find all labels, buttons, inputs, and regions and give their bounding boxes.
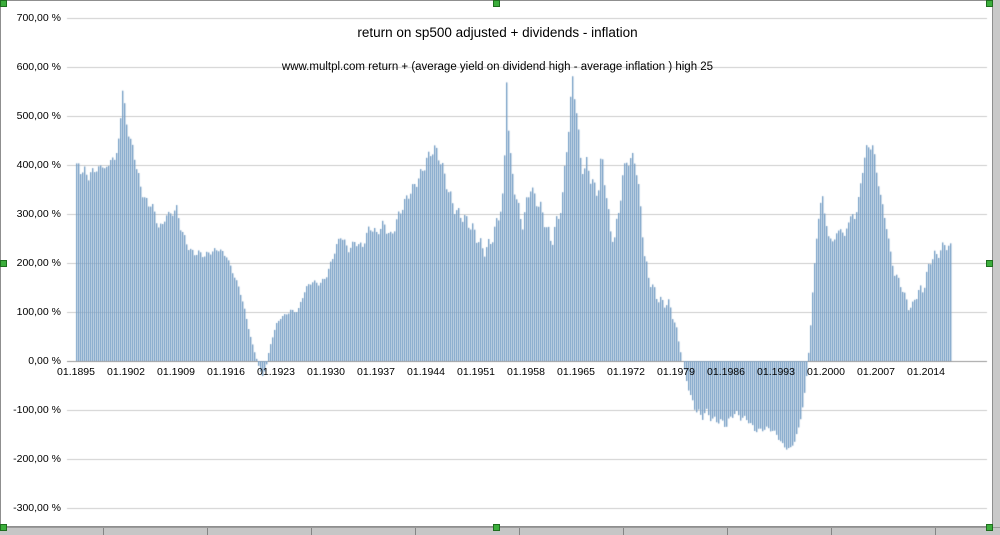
y-axis-label: 100,00 % <box>16 306 61 318</box>
x-axis-label: 01.1951 <box>457 366 495 378</box>
spreadsheet-row-strip <box>0 527 1000 535</box>
selection-handle-middle-left[interactable] <box>0 260 7 267</box>
x-axis-label: 01.1923 <box>257 366 295 378</box>
x-axis-label: 01.1902 <box>107 366 145 378</box>
y-axis-label: 500,00 % <box>16 110 61 122</box>
y-axis-label: 300,00 % <box>16 208 61 220</box>
y-axis-label: -200,00 % <box>13 453 61 465</box>
selection-handle-top-middle[interactable] <box>493 0 500 7</box>
x-axis-label: 01.1944 <box>407 366 445 378</box>
selection-handle-middle-right[interactable] <box>986 260 993 267</box>
y-axis-label: -300,00 % <box>13 502 61 514</box>
selection-handle-top-left[interactable] <box>0 0 7 7</box>
x-axis-label: 01.1937 <box>357 366 395 378</box>
x-axis-label: 01.2014 <box>907 366 945 378</box>
x-axis-label: 01.1979 <box>657 366 695 378</box>
x-axis-label: 01.1986 <box>707 366 745 378</box>
x-axis-label: 01.1993 <box>757 366 795 378</box>
y-axis-label: 700,00 % <box>16 12 61 24</box>
y-axis-label: 200,00 % <box>16 257 61 269</box>
chart-object[interactable]: return on sp500 adjusted + dividends - i… <box>0 0 993 527</box>
x-axis-label: 01.2000 <box>807 366 845 378</box>
y-axis-label: -100,00 % <box>13 404 61 416</box>
chart-subtitle: www.multpl.com return + (average yield o… <box>281 61 714 73</box>
chart-title: return on sp500 adjusted + dividends - i… <box>357 25 638 40</box>
x-axis-label: 01.1909 <box>157 366 195 378</box>
y-axis-label: 0,00 % <box>28 355 61 367</box>
x-axis-label: 01.1965 <box>557 366 595 378</box>
x-axis-label: 01.1916 <box>207 366 245 378</box>
selection-handle-bottom-middle[interactable] <box>493 524 500 531</box>
selection-handle-bottom-left[interactable] <box>0 524 7 531</box>
x-axis-label: 01.1895 <box>57 366 95 378</box>
x-axis-label: 01.1930 <box>307 366 345 378</box>
selection-handle-bottom-right[interactable] <box>986 524 993 531</box>
chart-plot-canvas <box>1 1 992 526</box>
y-axis-label: 600,00 % <box>16 61 61 73</box>
x-axis-label: 01.2007 <box>857 366 895 378</box>
x-axis-label: 01.1972 <box>607 366 645 378</box>
selection-handle-top-right[interactable] <box>986 0 993 7</box>
y-axis-label: 400,00 % <box>16 159 61 171</box>
x-axis-label: 01.1958 <box>507 366 545 378</box>
